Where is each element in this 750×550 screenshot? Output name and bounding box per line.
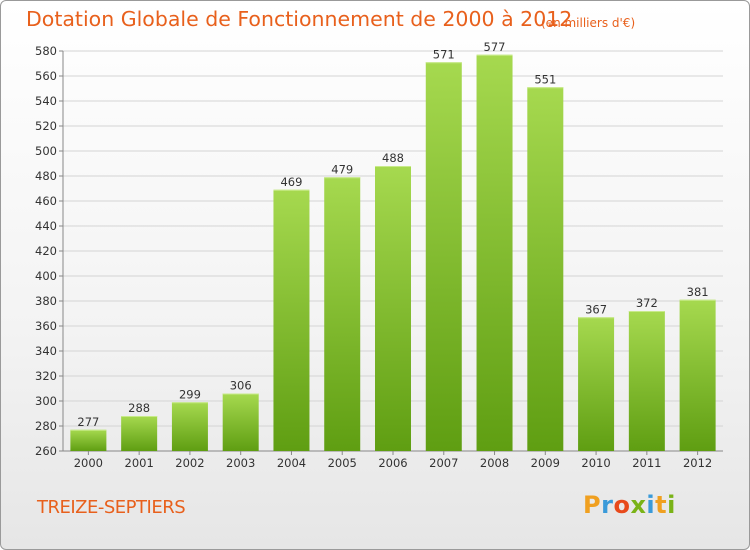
y-tick-label: 580	[35, 44, 57, 58]
logo-letter: o	[613, 491, 631, 519]
y-tick-label: 380	[35, 294, 57, 308]
data-label: 577	[484, 40, 506, 54]
data-label: 381	[687, 285, 709, 299]
x-tick-label: 2000	[74, 456, 103, 470]
x-tick-label: 2011	[632, 456, 661, 470]
bar	[222, 393, 259, 451]
data-label: 571	[433, 47, 455, 61]
data-label: 551	[534, 72, 556, 86]
bar-highlight	[628, 311, 665, 312]
data-label: 367	[585, 302, 607, 316]
x-tick-label: 2005	[328, 456, 357, 470]
bar-highlight	[476, 54, 513, 56]
bar-highlight	[375, 166, 411, 167]
bar-highlight	[121, 416, 158, 417]
y-tick-label: 340	[35, 344, 57, 358]
logo-letter: i	[667, 491, 676, 519]
bar	[171, 402, 208, 451]
y-tick-label: 360	[35, 319, 57, 333]
bar-highlight	[679, 299, 716, 301]
data-label: 479	[331, 162, 353, 176]
bar-highlight	[171, 402, 208, 404]
bar-highlight	[273, 189, 310, 191]
data-label: 299	[179, 387, 201, 401]
bar	[628, 311, 665, 451]
ticks: 260 280 300 320 340 360 380 400 420 440 460 480 500 5…	[35, 44, 712, 470]
x-tick-label: 2009	[531, 456, 560, 470]
bar-highlight	[425, 62, 462, 64]
data-label: 306	[230, 379, 252, 393]
y-tick-label: 420	[35, 244, 57, 258]
bar-highlight	[70, 429, 107, 431]
chart-subtitle: (en milliers d'€)	[541, 16, 636, 30]
y-tick-label: 280	[35, 419, 57, 433]
y-tick-label: 300	[35, 394, 57, 408]
data-label: 288	[128, 401, 150, 415]
y-tick-label: 540	[35, 94, 57, 108]
bar	[476, 54, 513, 451]
y-tick-label: 560	[35, 69, 57, 83]
data-labels: 277 288 299 306 469 479 488 571 577 551 367 372 381	[77, 40, 708, 429]
y-tick-label: 440	[35, 219, 57, 233]
bar	[527, 87, 564, 451]
bar-highlight	[578, 317, 615, 319]
bar-highlight	[527, 87, 564, 89]
x-tick-label: 2010	[581, 456, 610, 470]
commune-name: TREIZE-SEPTIERS	[37, 497, 186, 518]
logo-letter: t	[655, 491, 668, 519]
bar-highlight	[324, 177, 361, 179]
x-tick-label: 2006	[378, 456, 407, 470]
x-tick-label: 2003	[226, 456, 255, 470]
bar	[375, 166, 411, 451]
logo-letter: r	[601, 491, 614, 519]
logo-letter: x	[630, 491, 647, 519]
x-tick-label: 2007	[429, 456, 458, 470]
x-tick-label: 2001	[125, 456, 154, 470]
bar	[70, 429, 107, 451]
bars	[70, 54, 716, 451]
bar	[324, 177, 361, 451]
y-tick-label: 460	[35, 194, 57, 208]
x-tick-label: 2008	[480, 456, 509, 470]
logo-letter: P	[583, 491, 602, 519]
data-label: 469	[280, 175, 302, 189]
data-label: 488	[382, 151, 404, 165]
y-tick-label: 320	[35, 369, 57, 383]
chart-title: Dotation Globale de Fonctionnement de 20…	[26, 7, 573, 31]
data-label: 277	[77, 415, 99, 429]
x-tick-label: 2002	[175, 456, 204, 470]
y-tick-label: 400	[35, 269, 57, 283]
proxiti-logo[interactable]: Proxiti	[583, 491, 676, 519]
x-tick-label: 2004	[277, 456, 306, 470]
y-tick-label: 520	[35, 119, 57, 133]
bar	[578, 317, 615, 451]
y-tick-label: 260	[35, 444, 57, 458]
bar	[273, 189, 310, 451]
y-tick-label: 480	[35, 169, 57, 183]
bar	[679, 299, 716, 451]
logo-letter: i	[646, 491, 656, 519]
bar	[425, 62, 462, 451]
x-tick-label: 2012	[683, 456, 712, 470]
y-tick-label: 500	[35, 144, 57, 158]
bar	[121, 416, 158, 451]
data-label: 372	[636, 296, 658, 310]
bar-highlight	[222, 393, 259, 395]
